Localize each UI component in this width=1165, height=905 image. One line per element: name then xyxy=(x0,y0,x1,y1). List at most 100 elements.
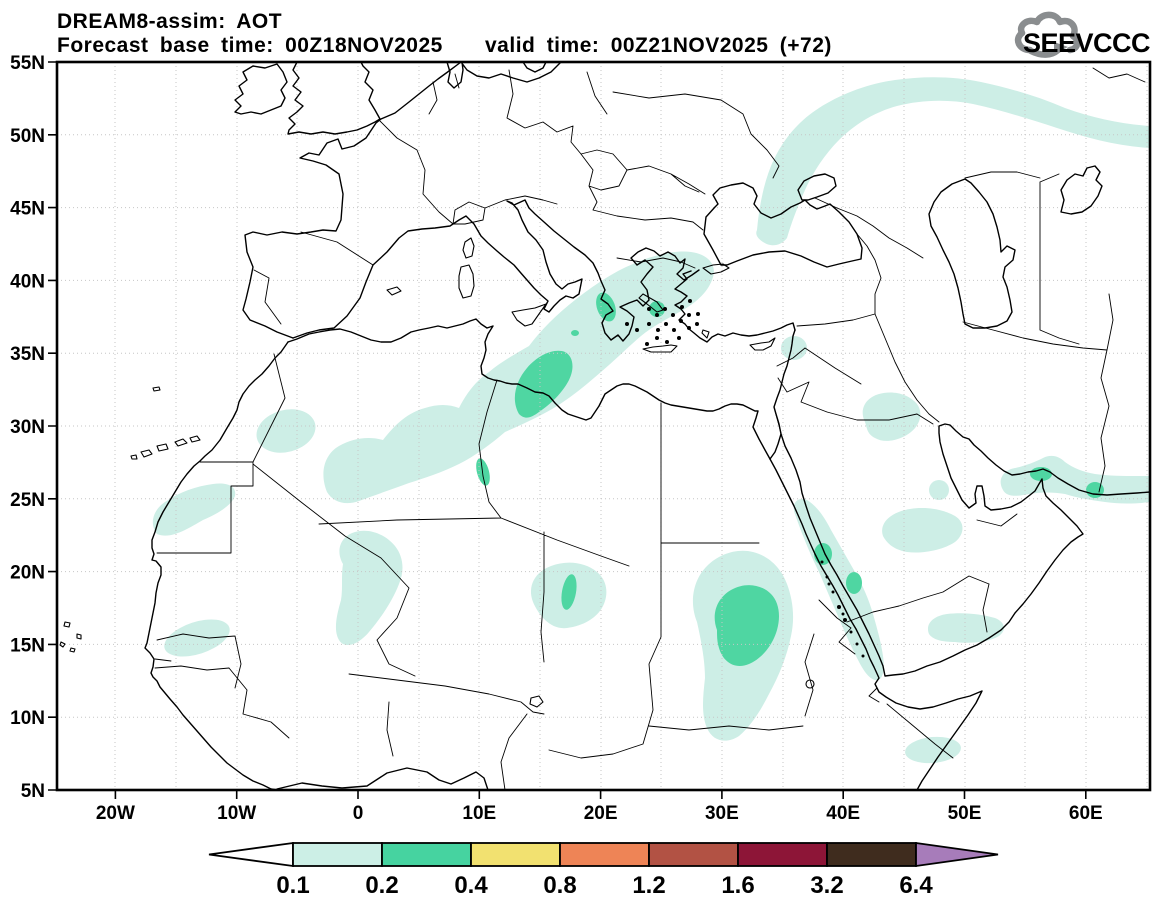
logo-text: SEEVCCC xyxy=(1023,28,1150,58)
y-tick-label: 30N xyxy=(10,417,45,438)
colorbar-label: 6.4 xyxy=(899,872,933,899)
forecast-base-time: Forecast base time: 00Z18NOV2025 xyxy=(57,34,443,57)
canary-islands xyxy=(130,435,201,460)
x-tick-label: 10W xyxy=(217,803,256,824)
y-axis-labels: 55N 50N 45N 40N 35N 30N 25N 20N 15N 10N … xyxy=(10,53,45,802)
map: 55N 50N 45N 40N 35N 30N 25N 20N 15N 10N … xyxy=(10,53,1152,824)
coast-black-sea xyxy=(703,182,863,268)
colorbar-arrow-right xyxy=(915,841,999,868)
aot-core-athens xyxy=(649,301,665,317)
aot-patch-hormuz-band xyxy=(1000,455,1150,504)
crete-island xyxy=(642,344,678,353)
coast-iberia-atlantic-europe xyxy=(242,62,462,339)
coast-ireland xyxy=(234,63,288,115)
y-tick-label: 50N xyxy=(10,126,45,147)
aot-patch-somalia xyxy=(905,736,961,764)
sicily-island xyxy=(511,303,547,327)
colorbar-segment xyxy=(470,842,561,867)
aot-patch-red-sea xyxy=(793,498,884,681)
x-tick-label: 0 xyxy=(353,803,364,824)
colorbar-label: 1.2 xyxy=(632,872,665,899)
aot-patch-morocco-algeria xyxy=(256,409,316,453)
aot-patch-ukraine-arc xyxy=(756,77,1150,246)
colorbar: 0.1 0.2 0.4 0.8 1.2 1.6 3.2 6.4 xyxy=(208,841,999,899)
islands-and-lakes xyxy=(59,237,865,708)
y-tick-label: 5N xyxy=(21,781,45,802)
coast-caspian-sea xyxy=(928,178,1016,329)
colorbar-label: 0.4 xyxy=(454,872,488,899)
coast-red-sea-africa-horn xyxy=(769,458,983,790)
colorbar-label: 0.2 xyxy=(365,872,398,899)
colorbar-label: 0.1 xyxy=(276,872,309,899)
euboea-island xyxy=(638,293,664,313)
lake-tana xyxy=(805,679,815,689)
x-tick-label: 60E xyxy=(1069,803,1103,824)
y-tick-label: 20N xyxy=(10,563,45,584)
aot-core-niger-streak xyxy=(561,574,577,610)
x-tick-label: 20W xyxy=(96,803,135,824)
colorbar-labels: 0.1 0.2 0.4 0.8 1.2 1.6 3.2 6.4 xyxy=(276,872,933,899)
aot-core-ionian-dot xyxy=(571,330,579,336)
header: DREAM8-assim: AOT Forecast base time: 00… xyxy=(57,10,831,57)
x-tick-label: 30E xyxy=(705,803,739,824)
y-tick-label: 55N xyxy=(10,53,45,74)
colorbar-segment xyxy=(648,842,739,867)
aot-shading-level1 xyxy=(152,77,1150,764)
aot-patch-yemen-oman xyxy=(927,613,1004,643)
borders-africa xyxy=(154,353,954,790)
colorbar-segment xyxy=(826,842,917,867)
aot-core-red-sea-south xyxy=(846,572,862,594)
lake-chad xyxy=(529,695,544,708)
coast-sea-of-azov xyxy=(797,173,837,201)
colorbar-label: 1.6 xyxy=(721,872,754,899)
graticule xyxy=(57,62,1150,790)
x-axis-labels: 20W 10W 0 10E 20E 30E 40E 50E 60E xyxy=(96,803,1103,824)
coast-britain xyxy=(287,62,381,135)
aot-core-sudan xyxy=(714,585,779,667)
coast-gulf-of-guinea xyxy=(276,767,489,790)
coast-sea-of-marmara xyxy=(702,263,730,275)
y-tick-label: 15N xyxy=(10,635,45,656)
coast-mediterranean-north xyxy=(292,199,700,342)
corsica-island xyxy=(462,237,475,259)
colorbar-segment xyxy=(737,842,828,867)
cloud-arrow-icon xyxy=(1054,42,1068,54)
aot-core-hormuz-east xyxy=(1086,482,1104,498)
y-tick-label: 10N xyxy=(10,708,45,729)
aot-patch-syria-coast xyxy=(781,336,807,360)
aot-core-ne-algeria xyxy=(514,350,573,418)
cyprus-island xyxy=(749,337,776,351)
aot-patch-qatar-north xyxy=(929,480,949,500)
colorbar-segment xyxy=(292,842,383,867)
borders-middle-east xyxy=(773,293,1114,633)
aot-patch-north-mali xyxy=(335,530,403,646)
axis-ticks xyxy=(48,61,1087,799)
aot-core-gabes-streak xyxy=(476,458,490,486)
colorbar-label: 0.8 xyxy=(543,872,576,899)
coastlines xyxy=(144,62,1150,790)
x-tick-label: 20E xyxy=(584,803,618,824)
x-tick-label: 10E xyxy=(462,803,496,824)
y-tick-label: 25N xyxy=(10,490,45,511)
colorbar-segment xyxy=(381,842,472,867)
coast-west-africa-atlantic xyxy=(144,341,289,790)
map-frame xyxy=(55,60,1152,792)
mallorca-island xyxy=(386,286,402,296)
aot-patch-algeria-greece-band xyxy=(323,251,714,504)
aot-patch-west-sahara xyxy=(152,483,236,536)
x-tick-label: 40E xyxy=(826,803,860,824)
rhodes-island xyxy=(701,329,710,339)
borders-europe xyxy=(253,67,1146,345)
country-borders xyxy=(154,67,1146,790)
coast-turkey-west-south xyxy=(674,270,796,343)
colorbar-label: 3.2 xyxy=(810,872,843,899)
aot-patch-nw-saudi xyxy=(862,392,921,441)
x-tick-label: 50E xyxy=(948,803,982,824)
coast-aral-sea xyxy=(1060,165,1103,215)
cape-verde-islands xyxy=(59,621,82,653)
madeira-island xyxy=(152,386,161,392)
map-content xyxy=(57,62,1150,790)
sardinia-island xyxy=(458,264,475,299)
